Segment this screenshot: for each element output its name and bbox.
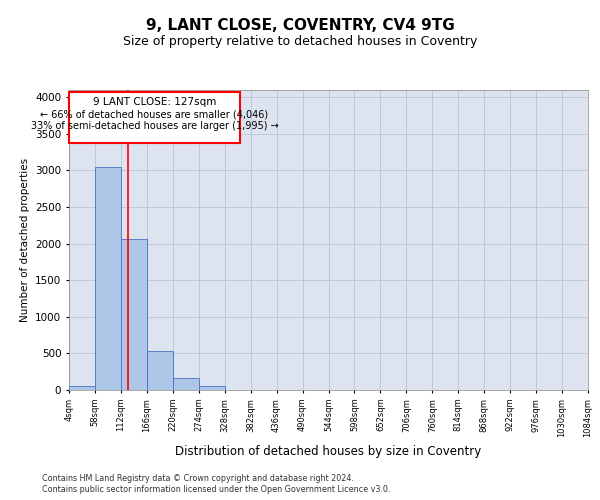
Text: 9, LANT CLOSE, COVENTRY, CV4 9TG: 9, LANT CLOSE, COVENTRY, CV4 9TG [146, 18, 454, 32]
Bar [199, 386, 224, 390]
Bar [69, 386, 95, 390]
Bar [121, 238, 147, 390]
Text: Contains public sector information licensed under the Open Government Licence v3: Contains public sector information licen… [42, 486, 391, 494]
Bar [147, 351, 173, 390]
Text: ← 66% of detached houses are smaller (4,046): ← 66% of detached houses are smaller (4,… [40, 109, 269, 119]
FancyBboxPatch shape [69, 92, 240, 142]
Y-axis label: Number of detached properties: Number of detached properties [20, 158, 29, 322]
Text: 9 LANT CLOSE: 127sqm: 9 LANT CLOSE: 127sqm [93, 96, 216, 106]
Bar [95, 167, 121, 390]
X-axis label: Distribution of detached houses by size in Coventry: Distribution of detached houses by size … [175, 445, 482, 458]
Text: Contains HM Land Registry data © Crown copyright and database right 2024.: Contains HM Land Registry data © Crown c… [42, 474, 354, 483]
Text: Size of property relative to detached houses in Coventry: Size of property relative to detached ho… [123, 35, 477, 48]
Bar [173, 378, 199, 390]
Text: 33% of semi-detached houses are larger (1,995) →: 33% of semi-detached houses are larger (… [31, 120, 278, 130]
